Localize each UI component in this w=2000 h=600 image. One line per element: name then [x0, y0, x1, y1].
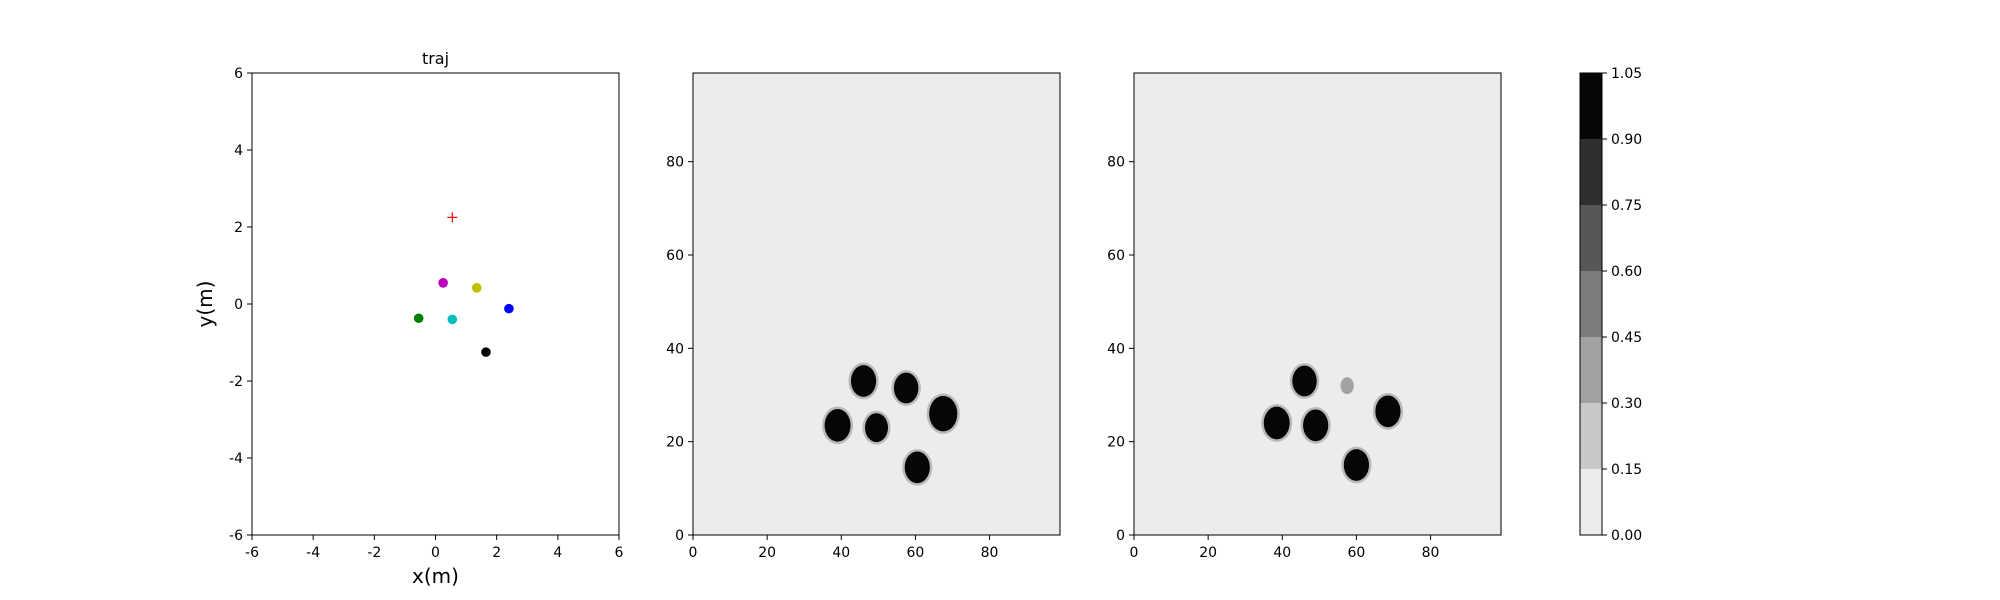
agent-point-4	[413, 313, 424, 324]
y-tick-label: 6	[234, 66, 243, 82]
x-tick-label: 20	[1199, 545, 1217, 561]
axes-frame-1	[251, 72, 620, 536]
y-tick-label: -4	[229, 451, 243, 467]
x-tick-label: 4	[553, 545, 562, 561]
heatmap-background-2	[1134, 73, 1501, 535]
colorbar-band-3	[1580, 337, 1602, 403]
y-tick-label: 60	[1107, 248, 1125, 264]
x-tick-label: 0	[1130, 545, 1139, 561]
colorbar-band-4	[1580, 271, 1602, 337]
agent-point-5	[447, 314, 458, 325]
colorbar-band-7	[1580, 73, 1602, 139]
y-tick-label: 20	[666, 435, 684, 451]
occupancy-blob-5	[1343, 449, 1370, 481]
colorbar-tick-label: 0.75	[1611, 198, 1642, 214]
x-tick-label: -4	[306, 545, 320, 561]
agent-point-3	[504, 303, 514, 314]
occupancy-blob-6	[904, 451, 930, 484]
occupancy-blob-4	[1375, 395, 1401, 428]
colorbar-band-6	[1580, 139, 1602, 205]
traj-title: traj	[422, 49, 449, 68]
occupancy-blob-2	[1263, 406, 1290, 440]
agent-point-2	[471, 283, 482, 293]
colorbar-tick-label: 0.60	[1611, 264, 1642, 280]
heatmap-background-1	[693, 73, 1060, 535]
traj-ylabel: y(m)	[193, 281, 217, 328]
colorbar-tick-label: 0.30	[1611, 396, 1642, 412]
occupancy-blob-6	[1340, 377, 1354, 395]
x-tick-label: -2	[367, 545, 381, 561]
traj-xlabel: x(m)	[412, 564, 459, 588]
colorbar-tick-label: 1.05	[1611, 66, 1642, 82]
y-tick-label: 80	[1107, 155, 1125, 171]
y-tick-label: 40	[666, 341, 684, 357]
x-tick-label: 6	[615, 545, 624, 561]
x-tick-label: 2	[492, 545, 501, 561]
y-tick-label: 0	[675, 528, 684, 544]
colorbar-tick-label: 0.45	[1611, 330, 1642, 346]
occupancy-blob-1	[1292, 365, 1317, 397]
occupancy-blob-2	[893, 372, 919, 404]
x-tick-label: 60	[1348, 545, 1366, 561]
y-tick-label: 2	[234, 220, 243, 236]
axes-frame-2	[692, 72, 1061, 536]
occupancy-blob-5	[929, 395, 958, 432]
colorbar-tick-label: 0.90	[1611, 132, 1642, 148]
x-tick-label: 0	[431, 545, 440, 561]
occupancy-blob-4	[865, 413, 888, 443]
x-tick-label: 40	[832, 545, 850, 561]
colorbar-band-1	[1580, 469, 1602, 535]
x-tick-label: 40	[1273, 545, 1291, 561]
occupancy-blob-3	[824, 409, 851, 442]
target-marker	[447, 212, 458, 223]
y-tick-label: 60	[666, 248, 684, 264]
x-tick-label: -6	[245, 545, 259, 561]
y-tick-label: 0	[234, 297, 243, 313]
colorbar-tick-label: 0.15	[1611, 462, 1642, 478]
axes-frame-3	[1133, 72, 1502, 536]
colorbar-tick-label: 0.00	[1611, 528, 1642, 544]
y-tick-label: 40	[1107, 341, 1125, 357]
x-tick-label: 20	[758, 545, 776, 561]
y-tick-label: 80	[666, 155, 684, 171]
colorbar-band-2	[1580, 403, 1602, 469]
colorbar-band-5	[1580, 205, 1602, 271]
occupancy-blob-3	[1303, 409, 1329, 442]
x-tick-label: 80	[1422, 545, 1440, 561]
x-tick-label: 0	[689, 545, 698, 561]
occupancy-blob-1	[850, 365, 877, 397]
colorbar-frame	[1579, 72, 1603, 536]
y-tick-label: -2	[229, 374, 243, 390]
y-tick-label: 0	[1116, 528, 1125, 544]
y-tick-label: -6	[229, 528, 243, 544]
x-tick-label: 80	[981, 545, 999, 561]
agent-point-1	[438, 278, 448, 288]
traj-plot-area	[252, 73, 619, 535]
y-tick-label: 4	[234, 143, 243, 159]
y-tick-label: 20	[1107, 435, 1125, 451]
agent-point-6	[481, 347, 491, 357]
x-tick-label: 60	[907, 545, 925, 561]
